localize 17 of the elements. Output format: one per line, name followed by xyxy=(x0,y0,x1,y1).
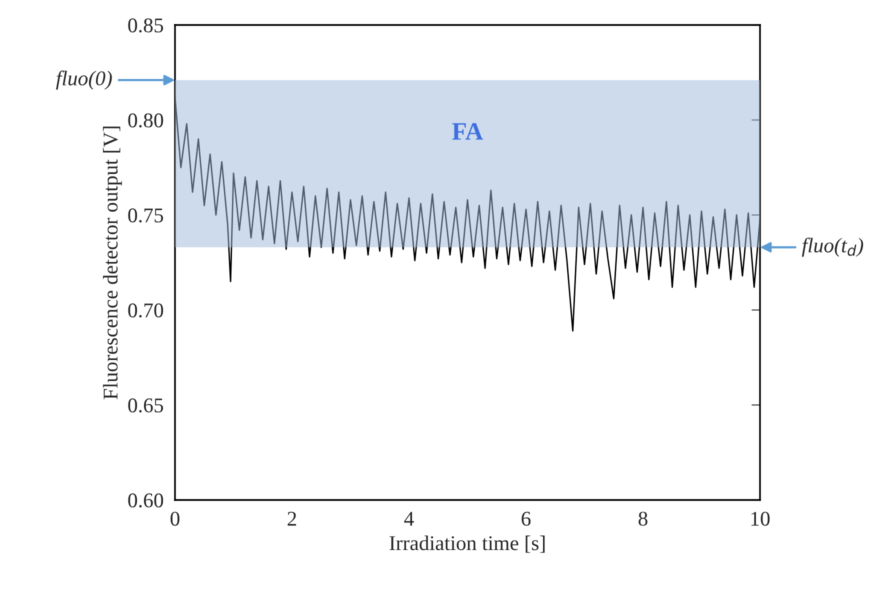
y-tick-label: 0.65 xyxy=(128,398,164,413)
x-tick-label: 10 xyxy=(751,512,770,526)
x-tick-label: 8 xyxy=(638,512,648,526)
annotation: fluo(0) xyxy=(56,70,112,90)
band-label: FA xyxy=(452,123,484,140)
x-tick-label: 6 xyxy=(522,512,531,526)
x-tick-label: 2 xyxy=(288,512,296,526)
y-tick-label: 0.75 xyxy=(128,208,164,223)
x-tick-label: 4 xyxy=(404,512,414,526)
y-tick-label: 0.60 xyxy=(128,493,164,508)
annotation: fluo(t$_{d}$) xyxy=(802,238,864,257)
y-tick-label: 0.85 xyxy=(128,18,164,33)
y-tick-label: 0.80 xyxy=(128,113,164,128)
x-axis-title: Irradiation time [s] xyxy=(390,536,545,553)
x-tick-label: 0 xyxy=(170,512,180,526)
y-axis-title: Fluorescence detector output [V] xyxy=(102,126,122,400)
y-tick-label: 0.70 xyxy=(128,303,164,318)
